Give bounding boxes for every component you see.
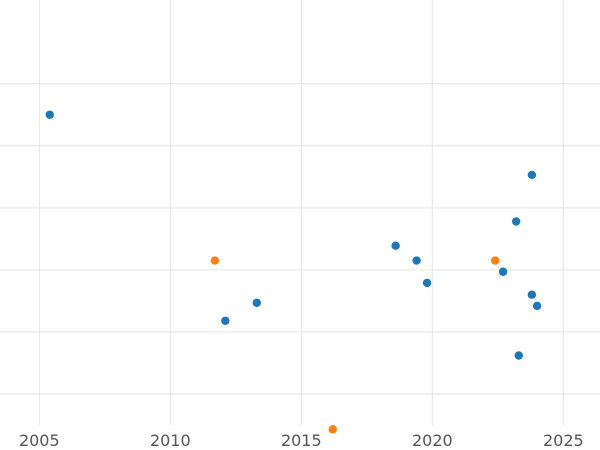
grid <box>0 0 600 425</box>
x-tick-label: 2020 <box>412 431 453 450</box>
data-point <box>490 256 500 265</box>
x-tick-label: 2025 <box>543 431 584 450</box>
data-point <box>527 290 537 299</box>
data-point <box>252 298 261 307</box>
data-point <box>210 256 220 265</box>
series-0 <box>45 110 542 360</box>
plot-area <box>45 110 542 434</box>
data-point <box>221 316 230 325</box>
data-point <box>532 301 542 311</box>
data-point <box>498 267 508 276</box>
x-tick-label: 2015 <box>281 431 322 450</box>
data-point <box>511 217 521 226</box>
x-tick-label: 2005 <box>19 431 60 450</box>
data-point <box>422 278 432 288</box>
x-tick-label: 2010 <box>150 431 191 450</box>
data-point <box>328 425 337 434</box>
data-point <box>45 110 54 119</box>
data-point <box>412 256 421 265</box>
data-point <box>514 351 523 360</box>
data-point <box>391 241 400 250</box>
x-axis-ticks: 2005 2010 2015 2020 2025 <box>19 431 584 450</box>
data-point <box>527 170 537 180</box>
series-1 <box>210 256 500 434</box>
